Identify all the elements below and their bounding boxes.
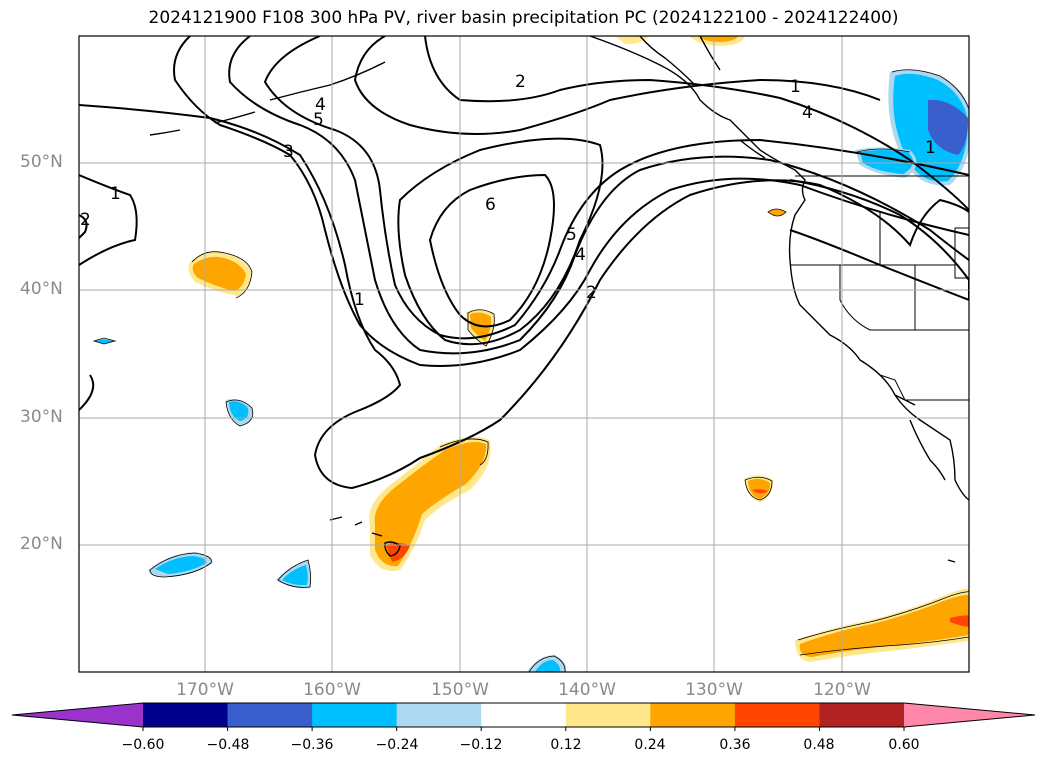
- colorbar-cell: [565, 703, 651, 727]
- colorbar-tick-label: −0.60: [121, 737, 165, 753]
- contour-label: 2: [80, 210, 91, 230]
- lon-label: 170°W: [176, 680, 234, 700]
- lat-label: 30°N: [20, 407, 63, 427]
- colorbar-tick-label: 0.12: [550, 737, 582, 753]
- pv-contours: [79, 36, 969, 490]
- precip-positive-shading: [188, 36, 969, 662]
- colorbar-tick-label: 0.24: [634, 737, 666, 753]
- colorbar-tick-label: 0.48: [803, 737, 835, 753]
- colorbar-cell: [312, 703, 398, 727]
- colorbar-tick-label: 0.60: [888, 737, 920, 753]
- map-canvas: 1 2 3 4 5 6 1 4 5 2 2 4 1 1: [78, 35, 970, 673]
- contour-label: 2: [515, 72, 526, 92]
- lon-label: 120°W: [813, 680, 871, 700]
- contour-label: 4: [575, 245, 586, 265]
- colorbar-tick-label: −0.36: [290, 737, 334, 753]
- lat-label: 50°N: [20, 152, 63, 172]
- colorbar-cell: [481, 703, 567, 727]
- map-title: 2024121900 F108 300 hPa PV, river basin …: [148, 8, 899, 28]
- colorbar-tick-label: −0.48: [206, 737, 250, 753]
- colorbar-tick-label: −0.12: [459, 737, 503, 753]
- contour-label: 2: [586, 283, 597, 303]
- colorbar-tick-label: −0.24: [375, 737, 419, 753]
- colorbar-cell: [227, 703, 313, 727]
- contour-label: 4: [315, 95, 326, 115]
- contour-label: 5: [566, 225, 577, 245]
- contour-label: 1: [790, 77, 801, 97]
- contour-label: 6: [485, 195, 496, 215]
- colorbar-extend-max: [904, 703, 1035, 727]
- plot-frame: [78, 35, 970, 673]
- lon-label: 150°W: [431, 680, 489, 700]
- gridlines: [79, 36, 969, 672]
- lat-label: 20°N: [20, 534, 63, 554]
- colorbar-tick-label: 0.36: [719, 737, 751, 753]
- plot-background: [79, 36, 969, 672]
- lon-label: 160°W: [303, 680, 361, 700]
- colorbar-cell: [650, 703, 736, 727]
- borders: [790, 175, 969, 401]
- contour-label: 3: [283, 142, 294, 162]
- contour-label: 4: [802, 103, 813, 123]
- lon-label: 130°W: [685, 680, 743, 700]
- lon-label: 140°W: [558, 680, 616, 700]
- colorbar-cell: [143, 703, 229, 727]
- contour-labels: 1 2 3 4 5 6 1 4 5 2 2 4 1 1: [80, 72, 936, 310]
- colorbar-cell: [819, 703, 905, 727]
- contour-label: 1: [354, 290, 365, 310]
- contour-label: 5: [313, 110, 324, 130]
- lat-label: 40°N: [20, 279, 63, 299]
- contour-label: 1: [925, 138, 936, 158]
- colorbar-extend-min: [12, 703, 143, 727]
- contour-label: 1: [110, 184, 121, 204]
- colorbar-cell: [396, 703, 482, 727]
- precip-negative-shading: [95, 69, 969, 672]
- colorbar-cell: [734, 703, 820, 727]
- coastlines: [149, 36, 969, 563]
- colorbar-frame: [11, 702, 1036, 728]
